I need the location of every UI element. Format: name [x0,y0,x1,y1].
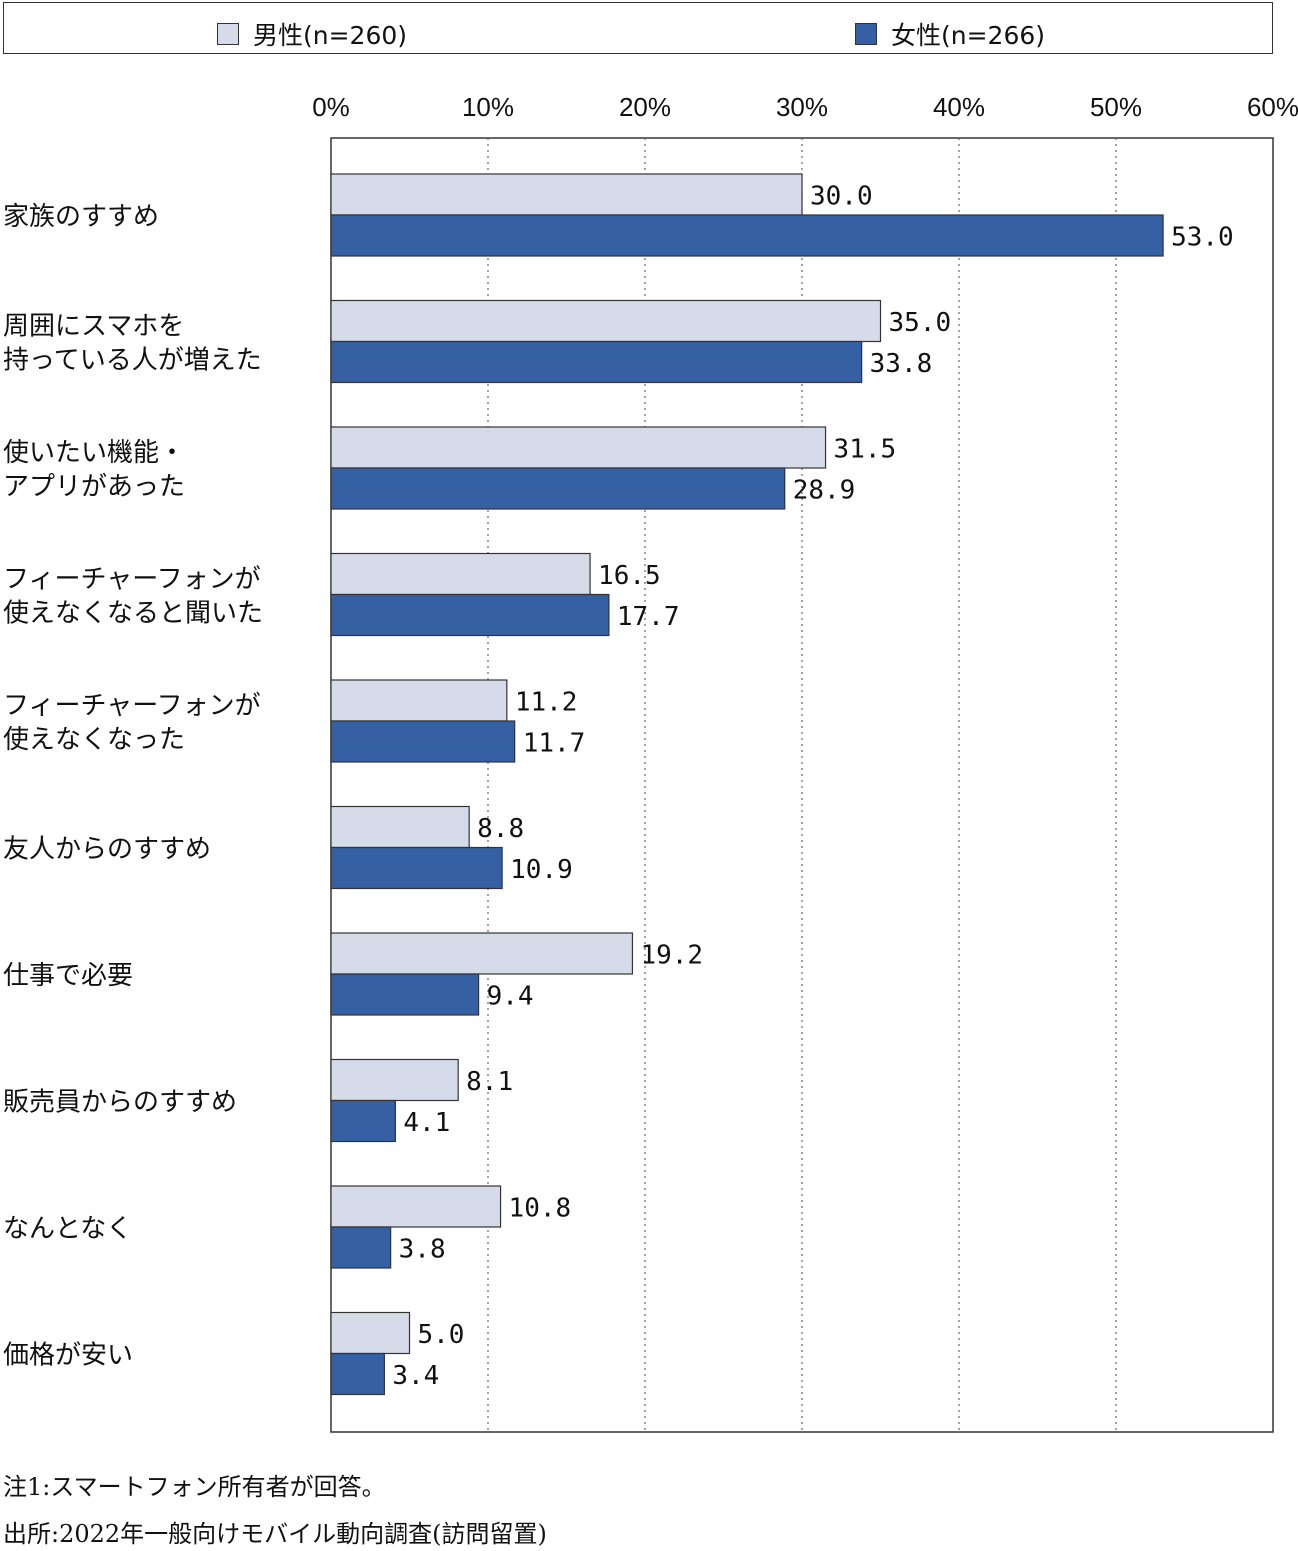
data-label: 5.0 [418,1320,465,1350]
legend-item-male: 男性(n=260) [217,16,407,52]
bar-male [330,299,882,343]
x-tick-label: 20% [619,92,671,122]
data-label: 4.1 [403,1108,450,1138]
data-label: 16.5 [598,561,661,591]
data-label: 35.0 [889,308,952,338]
category-label: 家族のすすめ [3,202,159,232]
x-tick-label: 60% [1247,92,1298,122]
category-label: 使いたい機能・ [3,438,185,468]
category-label: 価格が安い [3,1341,133,1371]
legend-label-female: 女性(n=266) [891,21,1046,50]
data-label: 33.8 [870,349,933,379]
bar-male [330,932,634,975]
legend-swatch-male [217,23,239,45]
bar-female [330,467,786,510]
bar-female [330,340,863,384]
category-label: 周囲にスマホを [3,312,184,342]
data-label: 17.7 [617,602,680,632]
data-label: 28.9 [793,476,856,506]
x-tick-label: 50% [1090,92,1142,122]
data-label: 3.8 [399,1235,446,1265]
category-label: 販売員からのすすめ [3,1088,237,1118]
data-label: 31.5 [834,435,897,465]
legend-swatch-female [855,23,877,45]
category-label: アプリがあった [3,472,185,502]
data-label: 10.9 [510,855,573,885]
source-note: 出所:2022年一般向けモバイル動向調査(訪問留置) [3,1520,547,1548]
bar-female [330,1099,396,1143]
legend-label-male: 男性(n=260) [253,21,408,50]
data-label: 10.8 [509,1194,572,1224]
bar-chart: 0% 10% 20% 30% 40% 50% 60% 家族のすすめ 30.0 53.0 周囲にスマホ… [3,92,1298,1433]
data-label: 11.2 [515,688,578,718]
bar-male [330,426,827,469]
category-label: 持っている人が増えた [3,346,262,376]
category-label: 友人からのすすめ [3,835,211,865]
bar-male [330,1185,502,1228]
category-label: 使えなくなった [3,725,185,755]
bar-female [330,593,610,637]
category-label: フィーチャーフォンが [3,691,261,721]
data-label: 11.7 [523,729,586,759]
data-label: 30.0 [810,182,873,212]
x-tick-label: 10% [462,92,514,122]
bar-male [330,1311,411,1355]
x-tick-label: 0% [312,92,350,122]
legend: 男性(n=260) 女性(n=266) [3,2,1273,54]
bar-male [330,1058,459,1102]
legend-item-female: 女性(n=266) [855,16,1045,52]
data-label: 19.2 [640,941,703,971]
bar-male [330,173,803,216]
bar-female [330,720,516,763]
category-label: なんとなく [3,1214,132,1244]
bar-female [330,1226,392,1269]
bar-male [330,679,508,722]
category-label: 仕事で必要 [3,961,133,991]
data-label: 9.4 [487,982,534,1012]
bar-male [330,552,591,596]
footnote: 注1:スマートフォン所有者が回答。 [3,1473,386,1501]
bar-male [330,805,470,849]
data-label: 8.1 [466,1067,513,1097]
bar-female [330,973,480,1016]
data-label: 3.4 [392,1361,439,1391]
bar-female [330,846,503,890]
data-label: 8.8 [477,814,524,844]
bar-female [330,1352,385,1396]
category-label: 使えなくなると聞いた [3,599,263,629]
x-tick-label: 30% [776,92,828,122]
bar-female [330,214,1164,257]
category-label: フィーチャーフォンが [3,565,261,595]
x-tick-label: 40% [933,92,985,122]
data-label: 53.0 [1171,223,1234,253]
